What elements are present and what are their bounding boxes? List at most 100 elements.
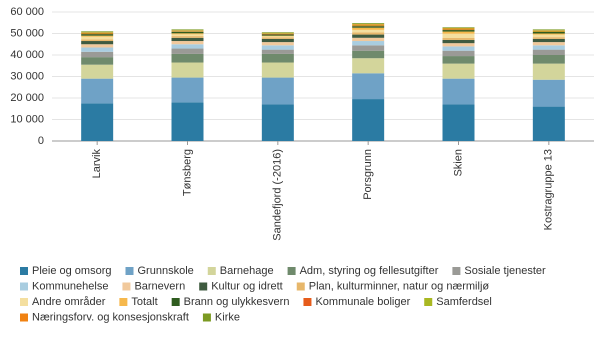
bar-segment bbox=[532, 45, 565, 50]
bar-segment bbox=[171, 62, 204, 78]
legend-swatch bbox=[20, 282, 28, 291]
bar-segment bbox=[442, 43, 475, 47]
bar-segment bbox=[171, 34, 204, 37]
bar-segment bbox=[171, 48, 204, 54]
bar-segment bbox=[171, 77, 204, 103]
bar-segment bbox=[261, 33, 294, 34]
y-tick-label: 10 000 bbox=[10, 113, 44, 125]
bar-segment bbox=[442, 104, 475, 141]
x-tick-label: Tønsberg bbox=[181, 149, 193, 196]
bar-segment bbox=[171, 44, 204, 49]
y-tick-label: 30 000 bbox=[10, 70, 44, 82]
legend-label: Kirke bbox=[215, 311, 240, 323]
legend-swatch bbox=[424, 298, 433, 306]
bar-segment bbox=[171, 53, 204, 63]
y-tick-label: 20 000 bbox=[10, 92, 44, 104]
legend-label: Totalt bbox=[131, 296, 157, 308]
bar-segment bbox=[81, 31, 114, 33]
bar-segment bbox=[81, 78, 114, 104]
legend-swatch bbox=[452, 267, 461, 275]
bar-segment bbox=[261, 53, 294, 63]
x-tick-label: Porsgrunn bbox=[362, 149, 374, 200]
bar-segment bbox=[261, 42, 294, 46]
legend-swatch bbox=[287, 267, 296, 275]
legend-swatch bbox=[122, 282, 131, 291]
legend-label: Kommunale boliger bbox=[315, 296, 410, 308]
bar-segment bbox=[352, 99, 385, 141]
legend-label: Plan, kulturminner, natur og nærmiljø bbox=[309, 280, 490, 292]
bar-segment bbox=[352, 25, 385, 27]
x-tick-label: Kostragruppe 13 bbox=[543, 149, 555, 230]
bar-segment bbox=[532, 49, 565, 55]
legend-label: Grunnskole bbox=[138, 265, 194, 277]
bar-segment bbox=[442, 46, 475, 51]
bar-segment bbox=[171, 30, 204, 32]
bar-segment bbox=[261, 35, 294, 37]
bar-segment bbox=[81, 47, 114, 52]
bar-segment bbox=[442, 33, 475, 39]
legend-swatch bbox=[207, 267, 216, 275]
bar-segment bbox=[81, 36, 114, 40]
bar-segment bbox=[352, 23, 385, 25]
bar-segment bbox=[352, 37, 385, 42]
legend-label: Adm, styring og fellesutgifter bbox=[300, 265, 439, 277]
bar-segment bbox=[442, 50, 475, 57]
y-tick-label: 50 000 bbox=[10, 27, 44, 39]
bar-segment bbox=[261, 38, 294, 43]
x-tick-label: Larvik bbox=[91, 149, 103, 179]
legend-swatch bbox=[171, 298, 180, 306]
bar-segment bbox=[171, 37, 204, 42]
bar-segment bbox=[171, 33, 204, 35]
bar-segment bbox=[81, 51, 114, 58]
bar-segment bbox=[261, 45, 294, 50]
legend-label: Barnehage bbox=[220, 265, 274, 277]
bar-segment bbox=[81, 57, 114, 65]
bar-segment bbox=[532, 33, 565, 35]
bar-segment bbox=[171, 36, 204, 38]
legend-swatch bbox=[199, 282, 208, 291]
bar-segment bbox=[171, 31, 204, 34]
legend-swatch bbox=[202, 313, 211, 322]
bar-segment bbox=[81, 34, 114, 36]
legend-swatch bbox=[20, 267, 28, 275]
bar-segment bbox=[532, 38, 565, 43]
bar-segment bbox=[442, 31, 475, 34]
bar-segment bbox=[532, 31, 565, 34]
legend-swatch bbox=[20, 298, 28, 306]
bar-segment bbox=[442, 30, 475, 32]
bar-segment bbox=[352, 24, 385, 25]
legend-label: Kommunehelse bbox=[32, 280, 108, 292]
bar-segment bbox=[442, 27, 475, 28]
legend-swatch bbox=[296, 282, 305, 291]
bar-segment bbox=[81, 32, 114, 34]
bar-segment bbox=[442, 56, 475, 64]
bar-segment bbox=[261, 49, 294, 54]
x-tick-label: Skien bbox=[452, 149, 464, 177]
bar-segment bbox=[532, 79, 565, 107]
bar-segment bbox=[81, 64, 114, 79]
bar-segment bbox=[81, 35, 114, 37]
legend-label: Næringsforv. og konsesjonskraft bbox=[32, 311, 189, 323]
bar-segment bbox=[532, 29, 565, 31]
bar-segment bbox=[171, 29, 204, 31]
legend-label: Barnevern bbox=[134, 280, 185, 292]
bar-segment bbox=[261, 36, 294, 38]
bar-segment bbox=[352, 26, 385, 28]
bar-segment bbox=[352, 27, 385, 30]
bar-segment bbox=[442, 78, 475, 105]
y-tick-label: 40 000 bbox=[10, 49, 44, 61]
bar-segment bbox=[171, 102, 204, 141]
bar-segment bbox=[352, 41, 385, 46]
legend-label: Samferdsel bbox=[436, 296, 492, 308]
legend-label: Pleie og omsorg bbox=[32, 265, 112, 277]
legend-swatch bbox=[20, 313, 28, 322]
y-tick-label: 0 bbox=[38, 135, 44, 147]
bar-segment bbox=[442, 63, 475, 79]
bar-segment bbox=[261, 32, 294, 33]
bar-segment bbox=[532, 30, 565, 32]
bar-segment bbox=[442, 29, 475, 31]
bar-segment bbox=[261, 104, 294, 141]
bar-segment bbox=[352, 29, 385, 33]
bar-segment bbox=[352, 45, 385, 51]
